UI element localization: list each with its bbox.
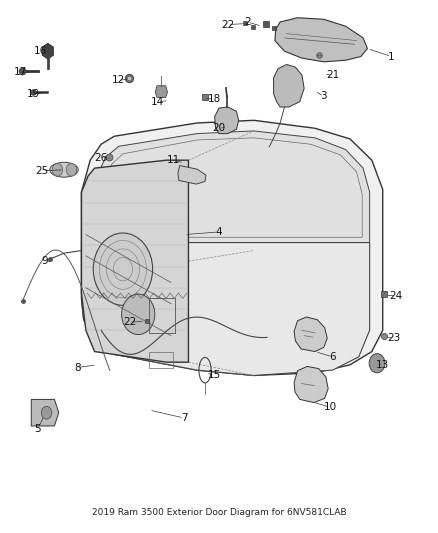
Text: 5: 5	[35, 424, 41, 434]
Polygon shape	[155, 86, 167, 98]
Text: 22: 22	[123, 317, 136, 327]
Text: 12: 12	[112, 76, 125, 85]
Text: 10: 10	[324, 402, 337, 413]
Circle shape	[66, 164, 77, 176]
Polygon shape	[275, 18, 367, 62]
Text: 21: 21	[326, 70, 339, 80]
Circle shape	[41, 406, 52, 419]
Polygon shape	[294, 317, 327, 352]
Text: 8: 8	[74, 362, 81, 373]
Text: 4: 4	[215, 227, 223, 237]
Text: 9: 9	[41, 256, 48, 266]
Circle shape	[122, 294, 155, 335]
Text: 2019 Ram 3500 Exterior Door Diagram for 6NV581CLAB: 2019 Ram 3500 Exterior Door Diagram for …	[92, 508, 346, 518]
Text: 3: 3	[321, 91, 327, 101]
Polygon shape	[215, 107, 239, 134]
Text: 14: 14	[151, 96, 165, 107]
Text: 22: 22	[221, 20, 234, 30]
Text: 20: 20	[212, 123, 226, 133]
Ellipse shape	[50, 163, 78, 177]
Text: 16: 16	[33, 46, 46, 56]
Text: 26: 26	[95, 152, 108, 163]
Text: 7: 7	[181, 413, 187, 423]
Polygon shape	[81, 160, 188, 362]
Text: 6: 6	[329, 352, 336, 362]
Polygon shape	[92, 131, 370, 243]
Circle shape	[369, 354, 385, 373]
Text: 18: 18	[208, 94, 221, 104]
Text: 19: 19	[27, 88, 40, 99]
Circle shape	[93, 233, 152, 305]
Text: 17: 17	[14, 68, 27, 77]
Text: 2: 2	[244, 17, 251, 27]
Text: 13: 13	[376, 360, 389, 370]
Polygon shape	[81, 120, 383, 375]
Polygon shape	[31, 399, 59, 426]
Text: 11: 11	[166, 155, 180, 165]
Text: 24: 24	[389, 290, 403, 301]
Polygon shape	[274, 64, 304, 107]
Polygon shape	[81, 243, 370, 375]
Polygon shape	[178, 165, 206, 184]
Text: 1: 1	[388, 52, 395, 61]
Circle shape	[52, 164, 63, 176]
Text: 23: 23	[387, 333, 400, 343]
Text: 15: 15	[208, 370, 221, 381]
Polygon shape	[294, 367, 328, 402]
Text: 25: 25	[35, 166, 49, 176]
